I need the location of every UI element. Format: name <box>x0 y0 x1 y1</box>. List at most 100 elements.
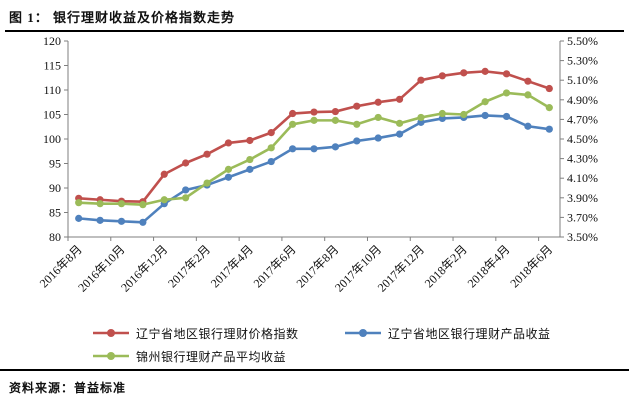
data-point-marker <box>139 218 147 226</box>
legend-marker-icon <box>93 352 129 360</box>
legend-dot <box>359 329 367 337</box>
data-point-marker <box>545 84 553 93</box>
data-point-marker <box>75 199 83 207</box>
data-point-marker <box>524 77 532 85</box>
title-divider <box>5 30 624 32</box>
data-point-marker <box>331 107 339 116</box>
left-axis-tick-label: 95 <box>49 157 61 171</box>
data-point-marker <box>182 194 190 202</box>
legend-dot <box>107 352 115 360</box>
left-axis-tick-label: 90 <box>49 181 61 195</box>
data-point-marker <box>481 111 489 120</box>
data-point-marker <box>139 201 147 209</box>
data-point-marker <box>182 186 190 194</box>
data-point-marker <box>417 113 425 122</box>
legend: 辽宁省地区银行理财价格指数 辽宁省地区银行理财产品收益锦州银行理财产品平均收益 <box>92 324 596 365</box>
series-line <box>77 70 551 204</box>
data-point-marker <box>267 157 275 166</box>
data-point-marker <box>331 116 339 124</box>
data-point-marker <box>481 98 489 106</box>
data-point-marker <box>310 145 318 153</box>
data-point-marker <box>246 165 254 173</box>
legend-item: 锦州银行理财产品平均收益 <box>92 347 344 365</box>
data-point-marker <box>353 102 361 110</box>
data-point-marker <box>160 170 168 178</box>
x-axis-tick-label: 2017年12月 <box>375 242 427 294</box>
left-axis-tick-label: 100 <box>43 132 61 146</box>
x-axis-tick-label: 2017年4月 <box>208 242 256 290</box>
data-point-marker <box>182 159 190 167</box>
x-axis-tick-label: 2016年12月 <box>118 242 170 294</box>
left-axis-tick-label: 115 <box>43 59 61 73</box>
data-point-marker <box>160 196 168 204</box>
data-point-marker <box>374 98 382 106</box>
data-point-marker <box>545 104 553 112</box>
data-point-marker <box>96 216 104 224</box>
left-axis-tick-label: 105 <box>43 108 61 122</box>
x-axis-tick-label: 2017年2月 <box>165 242 213 290</box>
data-point-marker <box>246 136 254 145</box>
data-point-marker <box>481 67 489 75</box>
right-axis-tick-label: 4.50% <box>567 132 598 146</box>
source-label: 资料来源：普益标准 <box>9 381 127 395</box>
chart-title: 图 1： 银行理财收益及价格指数走势 <box>9 10 236 25</box>
data-point-marker <box>395 119 404 127</box>
data-point-marker <box>395 130 404 138</box>
data-point-marker <box>438 109 446 118</box>
legend-item: 辽宁省地区银行理财价格指数 <box>92 324 344 342</box>
legend-dot <box>107 329 115 337</box>
data-point-marker <box>353 137 361 145</box>
data-point-marker <box>545 125 553 133</box>
left-axis-tick-label: 110 <box>43 83 61 97</box>
legend-label: 辽宁省地区银行理财价格指数 <box>136 326 299 341</box>
data-point-marker <box>374 134 382 142</box>
data-point-marker <box>438 72 446 80</box>
legend-marker-icon <box>93 329 129 337</box>
x-axis-tick-label: 2018年6月 <box>507 242 555 290</box>
data-point-marker <box>96 200 104 208</box>
data-point-marker <box>310 116 318 124</box>
data-point-marker <box>75 214 83 222</box>
right-axis-tick-label: 4.30% <box>567 152 598 166</box>
right-axis-tick-label: 4.70% <box>567 112 598 126</box>
x-axis-tick-label: 2018年4月 <box>465 242 513 290</box>
data-point-marker <box>289 145 297 153</box>
data-point-marker <box>460 69 468 77</box>
data-point-marker <box>224 173 233 181</box>
legend-marker-icon <box>345 329 381 337</box>
data-point-marker <box>310 108 318 116</box>
right-axis-tick-label: 5.50% <box>567 34 598 48</box>
right-axis-tick-label: 3.50% <box>567 230 598 244</box>
data-point-marker <box>417 76 425 84</box>
legend-label: 辽宁省地区银行理财产品收益 <box>388 326 551 341</box>
data-point-marker <box>246 155 254 164</box>
data-point-marker <box>353 120 361 128</box>
data-point-marker <box>460 110 468 119</box>
data-point-marker <box>267 144 275 152</box>
footer-divider <box>0 369 629 371</box>
data-point-marker <box>203 179 211 187</box>
left-axis-tick-label: 80 <box>49 230 61 244</box>
right-axis-tick-label: 5.30% <box>567 54 598 68</box>
left-axis-tick-label: 120 <box>43 34 61 48</box>
data-point-marker <box>224 165 233 173</box>
data-point-marker <box>524 122 532 130</box>
legend-item: 辽宁省地区银行理财产品收益 <box>344 324 596 342</box>
data-point-marker <box>267 129 275 137</box>
data-point-marker <box>203 150 211 158</box>
right-axis-tick-label: 4.90% <box>567 93 598 107</box>
data-point-marker <box>289 120 297 128</box>
data-point-marker <box>224 139 233 147</box>
data-point-marker <box>502 112 511 121</box>
data-point-marker <box>524 91 532 99</box>
data-point-marker <box>502 70 511 78</box>
right-axis-tick-label: 4.10% <box>567 171 598 185</box>
series-line <box>77 114 551 224</box>
data-point-marker <box>502 89 511 97</box>
x-axis-tick-label: 2018年2月 <box>422 242 470 290</box>
data-point-marker <box>395 95 404 103</box>
right-axis-tick-label: 3.90% <box>567 191 598 205</box>
legend-label: 锦州银行理财产品平均收益 <box>136 349 287 364</box>
x-axis-tick-label: 2017年6月 <box>251 242 299 290</box>
